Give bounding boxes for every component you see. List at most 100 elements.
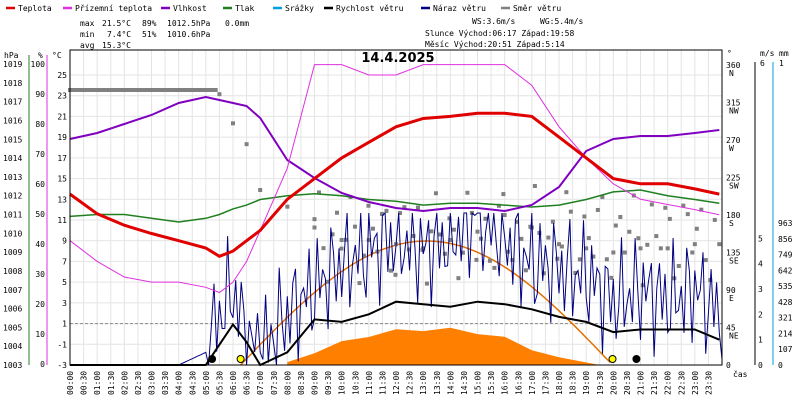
radiation-tick: 535 [778, 282, 793, 291]
wind-dir-point [109, 88, 114, 92]
stat-wg: WG:5.4m/s [540, 17, 584, 26]
legend-label: Směr větru [513, 4, 561, 13]
wind-dir-point [492, 265, 497, 270]
temp-tick: 9 [62, 237, 67, 246]
wind-dir-point [161, 88, 166, 92]
wind-dir-point [172, 88, 177, 92]
temperature-line [69, 111, 720, 258]
wind-dir-point [142, 88, 147, 92]
wind-dir-point [195, 88, 200, 92]
wind-dir-point [334, 210, 339, 215]
wind-dir-point [352, 224, 357, 229]
legend-label: Tlak [235, 4, 254, 13]
x-tick: 02:30 [134, 371, 143, 395]
temp-tick: 23 [57, 92, 67, 101]
radiation-tick: 749 [778, 251, 793, 260]
temp-tick: 21 [57, 112, 67, 121]
pressure-tick: 1013 [3, 173, 22, 182]
wind-dir-point [584, 246, 589, 251]
wind-dir-point [94, 88, 99, 92]
humidity-tick: 50 [35, 210, 45, 219]
wind-dir-point [388, 268, 393, 273]
chart-title: 14.4.2025 [361, 51, 434, 66]
x-tick: 09:00 [311, 371, 320, 395]
humidity-tick: 30 [35, 270, 45, 279]
pressure-tick: 1010 [3, 229, 22, 238]
pressure-tick: 1008 [3, 267, 22, 276]
stat-min-hum: 51% [142, 30, 157, 39]
wind-dir-point [361, 253, 366, 258]
stat-max-label: max [80, 19, 95, 28]
dir-tick: 90 [726, 286, 736, 295]
x-tick: 01:00 [93, 371, 102, 395]
wind-tick: 0 [758, 361, 763, 370]
wind-dir-point [613, 223, 618, 228]
wind-dir-point [645, 242, 650, 247]
x-tick: 23:00 [691, 371, 700, 395]
wind-dir-point [692, 242, 697, 247]
humidity-tick: 0 [40, 360, 45, 369]
x-tick: 08:00 [283, 371, 292, 395]
x-tick: 08:30 [297, 371, 306, 395]
x-tick: 18:00 [555, 371, 564, 395]
ground-temp-line [69, 64, 720, 294]
wind-dir-point [402, 205, 407, 210]
wind-dir-point [487, 258, 492, 263]
legend-label: Přízemní teplota [75, 4, 152, 13]
wind-dir-point [667, 216, 672, 221]
wind-dir-point [357, 281, 362, 286]
wind-dir-point [343, 237, 348, 242]
wind-dir-point [150, 88, 155, 92]
pressure-tick: 1007 [3, 286, 22, 295]
x-tick: 06:00 [229, 371, 238, 395]
x-tick: 06:30 [243, 371, 252, 395]
wind-dir-point [568, 209, 573, 214]
temp-tick: 5 [62, 278, 67, 287]
radiation-tick: 0 [778, 361, 783, 370]
wind-dir-point [86, 88, 91, 92]
pressure-tick: 1016 [3, 116, 22, 125]
pressure-tick: 1014 [3, 154, 22, 163]
stat-max-temp: 21.5°C [102, 19, 131, 28]
wind-dir-point [438, 232, 443, 237]
wind-dir-point [519, 236, 524, 241]
radiation-tick: 963 [778, 219, 793, 228]
wind-dir-point [393, 272, 398, 277]
dir-tick: 225 [726, 174, 741, 183]
wind-dir-point [397, 211, 402, 216]
x-tick: 15:30 [487, 371, 496, 395]
x-tick: 02:00 [120, 371, 129, 395]
x-tick: 10:00 [338, 371, 347, 395]
wind-dir-point [325, 279, 330, 284]
wind-dir-point [187, 88, 192, 92]
wind-dir-point [183, 88, 188, 92]
x-tick: 17:30 [541, 371, 550, 395]
wind-dir-point [586, 236, 591, 241]
dir-label: NE [729, 332, 739, 341]
rain-unit: mm [779, 49, 789, 58]
pressure-tick: 1003 [3, 361, 22, 370]
wind-dir-point [577, 257, 582, 262]
wind-dir-point [690, 250, 695, 255]
wind-dir-point [555, 256, 560, 261]
humidity-tick: 40 [35, 240, 45, 249]
wind-dir-point [379, 211, 384, 216]
x-tick: 12:30 [406, 371, 415, 395]
x-tick: 21:00 [637, 371, 646, 395]
wind-dir-point [442, 251, 447, 256]
wind-dir-point [429, 229, 434, 234]
wind-dir-point [433, 191, 438, 196]
wind-dir-point [501, 192, 506, 197]
wind-dir-point [90, 88, 95, 92]
wind-dir-point [97, 88, 102, 92]
wind-dir-point [474, 257, 479, 262]
dir-tick: 270 [726, 136, 741, 145]
x-tick: 10:30 [351, 371, 360, 395]
wind-dir-point [124, 88, 129, 92]
stat-min-label: min [80, 30, 95, 39]
x-tick: 20:00 [609, 371, 618, 395]
sun-times: Slunce Východ:06:17 Západ:19:58 [425, 29, 574, 38]
x-tick: 21:30 [650, 371, 659, 395]
wind-dir-point [510, 258, 515, 263]
humidity-tick: 20 [35, 300, 45, 309]
